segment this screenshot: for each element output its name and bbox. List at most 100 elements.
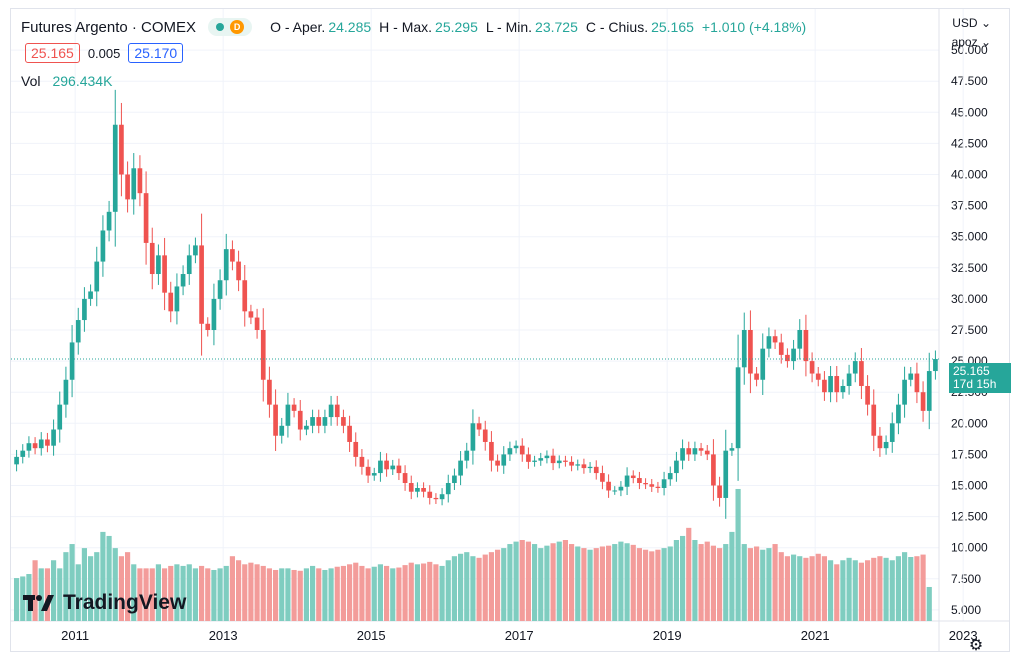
candle-body (236, 261, 241, 281)
time-tick-label: 2023 (949, 628, 978, 643)
gear-icon[interactable]: ⚙ (968, 637, 984, 654)
volume-bar (772, 544, 778, 621)
volume-value: 296.434K (52, 73, 113, 89)
close-value: 25.165 (651, 19, 694, 35)
volume-bar (846, 557, 852, 621)
volume-bar (75, 564, 81, 621)
candle-body (840, 385, 846, 393)
volume-bar (100, 531, 106, 621)
volume-bar (667, 546, 673, 621)
volume-bar (359, 565, 365, 621)
change-value: +1.010 (+4.18%) (701, 19, 807, 35)
volume-bar (593, 548, 599, 621)
volume-bar (50, 560, 57, 621)
volume-bar (562, 540, 569, 621)
scale-menu[interactable]: apoz ⌄ (952, 35, 991, 49)
time-tick-label: 2015 (357, 628, 386, 643)
candle-body (846, 373, 852, 386)
high-label: H - Max. (379, 19, 433, 35)
volume-bar (414, 564, 421, 621)
chart-frame[interactable]: 5.000 7.500 10.000 12.500 15.000 17.500 20.000… (10, 8, 1011, 654)
price-tick-label: 47.500 (951, 74, 988, 88)
candle-body (384, 460, 389, 470)
volume-bar (371, 566, 377, 621)
volume-bar (729, 531, 735, 621)
candle-body (704, 450, 710, 455)
volume-bar (618, 541, 624, 621)
open-value: 24.285 (328, 19, 372, 35)
candle-body (822, 379, 827, 393)
candle-body (569, 461, 574, 466)
candle-body (717, 485, 722, 498)
candle-body (347, 425, 352, 442)
volume-legend: Vol 296.434K (21, 73, 112, 89)
volume-bar (920, 554, 926, 621)
volume-bar (38, 568, 44, 621)
volume-bar (118, 556, 125, 621)
volume-bar (433, 564, 439, 621)
candle-body (193, 245, 198, 256)
volume-bar (44, 568, 51, 621)
volume-bar (322, 569, 328, 621)
volume-bar (747, 548, 754, 621)
volume-bar (858, 562, 865, 621)
volume-bar (260, 565, 266, 621)
candle-body (766, 336, 772, 349)
symbol-title[interactable]: Futures Argento · COMEX (21, 18, 197, 36)
candle-body (655, 486, 661, 488)
volume-bar (137, 568, 143, 621)
candle-body (476, 423, 482, 430)
candle-body (606, 481, 611, 491)
volume-bar (914, 556, 920, 621)
volume-bar (223, 565, 229, 621)
candle-body (304, 425, 309, 430)
volume-bar (143, 568, 149, 621)
candle-body (69, 342, 75, 380)
price-tick-label: 40.000 (951, 168, 988, 182)
buy-price-button[interactable]: 25.170 (128, 43, 184, 63)
candlestick-chart[interactable]: 5.000 7.500 10.000 12.500 15.000 17.500 20.000… (11, 9, 1009, 651)
candle-body (162, 255, 167, 293)
candle-body (754, 373, 759, 380)
volume-bar (753, 546, 760, 621)
currency-menu[interactable]: USD ⌄ (952, 16, 991, 30)
candle-body (760, 348, 766, 380)
volume-label[interactable]: Vol (21, 73, 41, 89)
candle-body (396, 465, 402, 474)
sell-price-button[interactable]: 25.165 (25, 43, 80, 63)
volume-bar (815, 553, 821, 621)
volume-bar (710, 545, 717, 621)
candle-body (119, 124, 124, 175)
candle-body (458, 460, 463, 476)
candle-body (674, 460, 679, 474)
volume-bar (716, 548, 723, 621)
chevron-down-icon: ⌄ (980, 16, 991, 30)
candle-body (563, 460, 568, 462)
volume-bar (655, 549, 661, 621)
volume-bar (192, 568, 199, 621)
candle-body (575, 464, 581, 466)
volume-bar (470, 556, 476, 621)
candle-body (470, 423, 476, 451)
candle-body (14, 456, 19, 465)
price-tick-label: 20.000 (951, 416, 988, 430)
tradingview-watermark[interactable]: TradingView (23, 591, 186, 615)
last-price-tag: 25.165 17d 15h (949, 363, 1011, 393)
market-status-pill[interactable]: D (208, 18, 253, 36)
volume-bar (568, 544, 575, 621)
spread-value: 0.005 (87, 45, 121, 61)
candle-body (587, 466, 593, 469)
candle-body (735, 367, 741, 449)
candle-body (273, 404, 278, 436)
candle-body (834, 376, 840, 393)
candle-body (920, 392, 926, 411)
candle-body (489, 441, 494, 461)
candle-body (186, 255, 192, 275)
candle-body (803, 330, 809, 362)
volume-bar (827, 560, 834, 621)
last-price-value: 25.165 (953, 364, 990, 378)
currency-label: USD (952, 16, 978, 30)
volume-bar (346, 564, 353, 621)
open-label: O - Aper. (270, 19, 326, 35)
delayed-data-badge: D (230, 20, 245, 34)
